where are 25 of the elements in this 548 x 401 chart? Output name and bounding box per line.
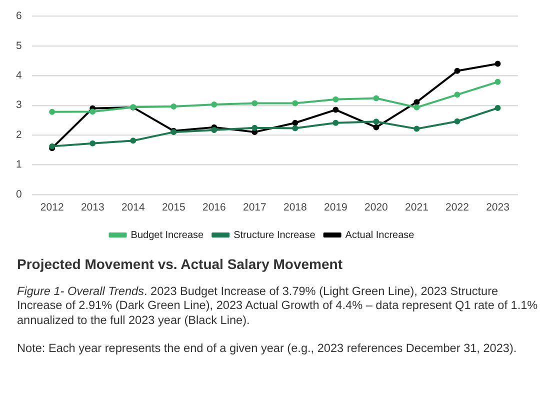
y-tick-label: 6	[16, 10, 22, 22]
caption: Figure 1- Overall Trends. 2023 Budget Increase of 3.79% (Light Green Line), 2023 Structure Increase of 2.91% (Dark Green Line), 2023 Actual Growth of 4.4% – data represent Q1 rate of 1.1% annualized to the full 2023 year (Black Line).	[17, 284, 539, 327]
x-tick-label: 2014	[121, 202, 145, 214]
text: Note: Each year represents the end of a given year (e.g., 2023 references December 31, 2023).	[17, 340, 518, 356]
x-tick-label: 2019	[324, 202, 348, 214]
x-tick-label: 2020	[364, 202, 388, 214]
x-tick-label: 2022	[446, 202, 470, 214]
x-tick-label: 2021	[405, 202, 429, 214]
y-tick-label: 1	[16, 158, 22, 171]
legend-label: Budget Increase	[130, 230, 204, 241]
x-tick-label: 2016	[202, 202, 226, 214]
x-tick-label: 2023	[486, 202, 510, 214]
x-tick-label: 2017	[242, 202, 266, 214]
x-tick-label: 2015	[162, 202, 186, 214]
y-tick-label: 0	[16, 188, 22, 200]
text: Projected Movement vs. Actual Salary Movement	[17, 256, 344, 272]
y-tick-label: 2	[16, 128, 22, 141]
y-tick-label: 4	[16, 70, 22, 82]
x-tick-label: 2013	[80, 202, 104, 214]
x-tick-label: 2018	[283, 202, 308, 214]
x-tick-label: 2012	[40, 202, 64, 214]
y-tick-label: 3	[16, 99, 22, 112]
legend-label: Structure Increase	[234, 230, 316, 241]
legend-label: Actual Increase	[345, 230, 415, 241]
y-tick-label: 5	[16, 40, 22, 52]
